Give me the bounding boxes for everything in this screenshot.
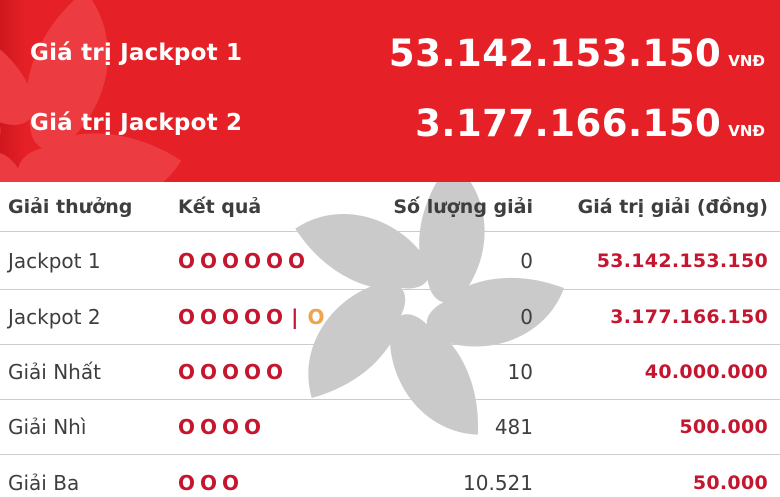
column-header-winner-count: Số lượng giải: [393, 195, 533, 218]
jackpot1-value: 53.142.153.150 VNĐ: [389, 32, 765, 75]
jackpot1-amount: 53.142.153.150: [388, 31, 722, 75]
jackpot1-row: Giá trị Jackpot 1 53.142.153.150 VNĐ: [30, 24, 765, 82]
masked-numbers: OOOOOO: [178, 248, 311, 273]
masked-extra-number: O: [307, 305, 325, 329]
row-label: Giải Nhì: [8, 415, 87, 439]
table-row-giai-nhat: Giải Nhất OOOOO 10 40.000.000: [0, 345, 780, 400]
jackpot-banner: Giá trị Jackpot 1 53.142.153.150 VNĐ Giá…: [0, 0, 780, 182]
jackpot2-row: Giá trị Jackpot 2 3.177.166.150 VNĐ: [30, 94, 765, 152]
table-row-giai-nhi: Giải Nhì OOOO 481 500.000: [0, 400, 780, 455]
table-row-jackpot2: Jackpot 2 OOOOO | O 0 3.177.166.150: [0, 290, 780, 345]
column-header-prize-value: Giá trị giải (đồng): [577, 195, 768, 218]
row-winner-count: 481: [494, 415, 533, 439]
jackpot1-currency: VNĐ: [728, 51, 765, 70]
column-header-result: Kết quả: [178, 195, 262, 218]
masked-numbers: OOOOO: [178, 360, 289, 384]
row-result: OOOOO: [170, 360, 355, 384]
row-prize-value: 500.000: [679, 416, 768, 438]
row-prize-value: 40.000.000: [644, 361, 768, 383]
row-prize-value: 3.177.166.150: [610, 306, 768, 328]
table-row-jackpot1: Jackpot 1 OOOOOO 0 53.142.153.150: [0, 232, 780, 290]
jackpot2-amount: 3.177.166.150: [415, 101, 722, 145]
row-result: OOOO: [170, 415, 355, 439]
row-label: Giải Nhất: [8, 360, 101, 384]
column-header-prize-tier: Giải thưởng: [8, 195, 133, 218]
row-winner-count: 10: [507, 360, 533, 384]
masked-numbers: OOOO: [178, 415, 267, 439]
row-winner-count: 10.521: [463, 470, 533, 495]
row-result: OOOOOO: [170, 249, 355, 273]
masked-numbers: OOO: [178, 470, 245, 495]
row-label: Jackpot 2: [8, 305, 101, 329]
jackpot-banner-content: Giá trị Jackpot 1 53.142.153.150 VNĐ Giá…: [0, 0, 780, 152]
table-header-row: Giải thưởng Kết quả Số lượng giải Giá tr…: [0, 182, 780, 232]
row-label: Jackpot 1: [8, 248, 101, 273]
row-result: OOOOO | O: [170, 305, 355, 329]
jackpot2-value: 3.177.166.150 VNĐ: [415, 102, 765, 145]
jackpot2-currency: VNĐ: [728, 121, 765, 140]
row-winner-count: 0: [520, 305, 533, 329]
row-result: OOO: [170, 471, 355, 495]
row-prize-value: 50.000: [692, 471, 768, 494]
jackpot1-label: Giá trị Jackpot 1: [30, 40, 243, 66]
prize-results-table: Giải thưởng Kết quả Số lượng giải Giá tr…: [0, 182, 780, 497]
row-label: Giải Ba: [8, 470, 80, 495]
table-row-giai-ba: Giải Ba OOO 10.521 50.000: [0, 455, 780, 497]
jackpot2-label: Giá trị Jackpot 2: [30, 110, 243, 136]
row-winner-count: 0: [520, 248, 533, 273]
masked-numbers: OOOOO: [178, 305, 289, 329]
row-prize-value: 53.142.153.150: [596, 249, 768, 272]
result-separator: |: [291, 305, 299, 329]
